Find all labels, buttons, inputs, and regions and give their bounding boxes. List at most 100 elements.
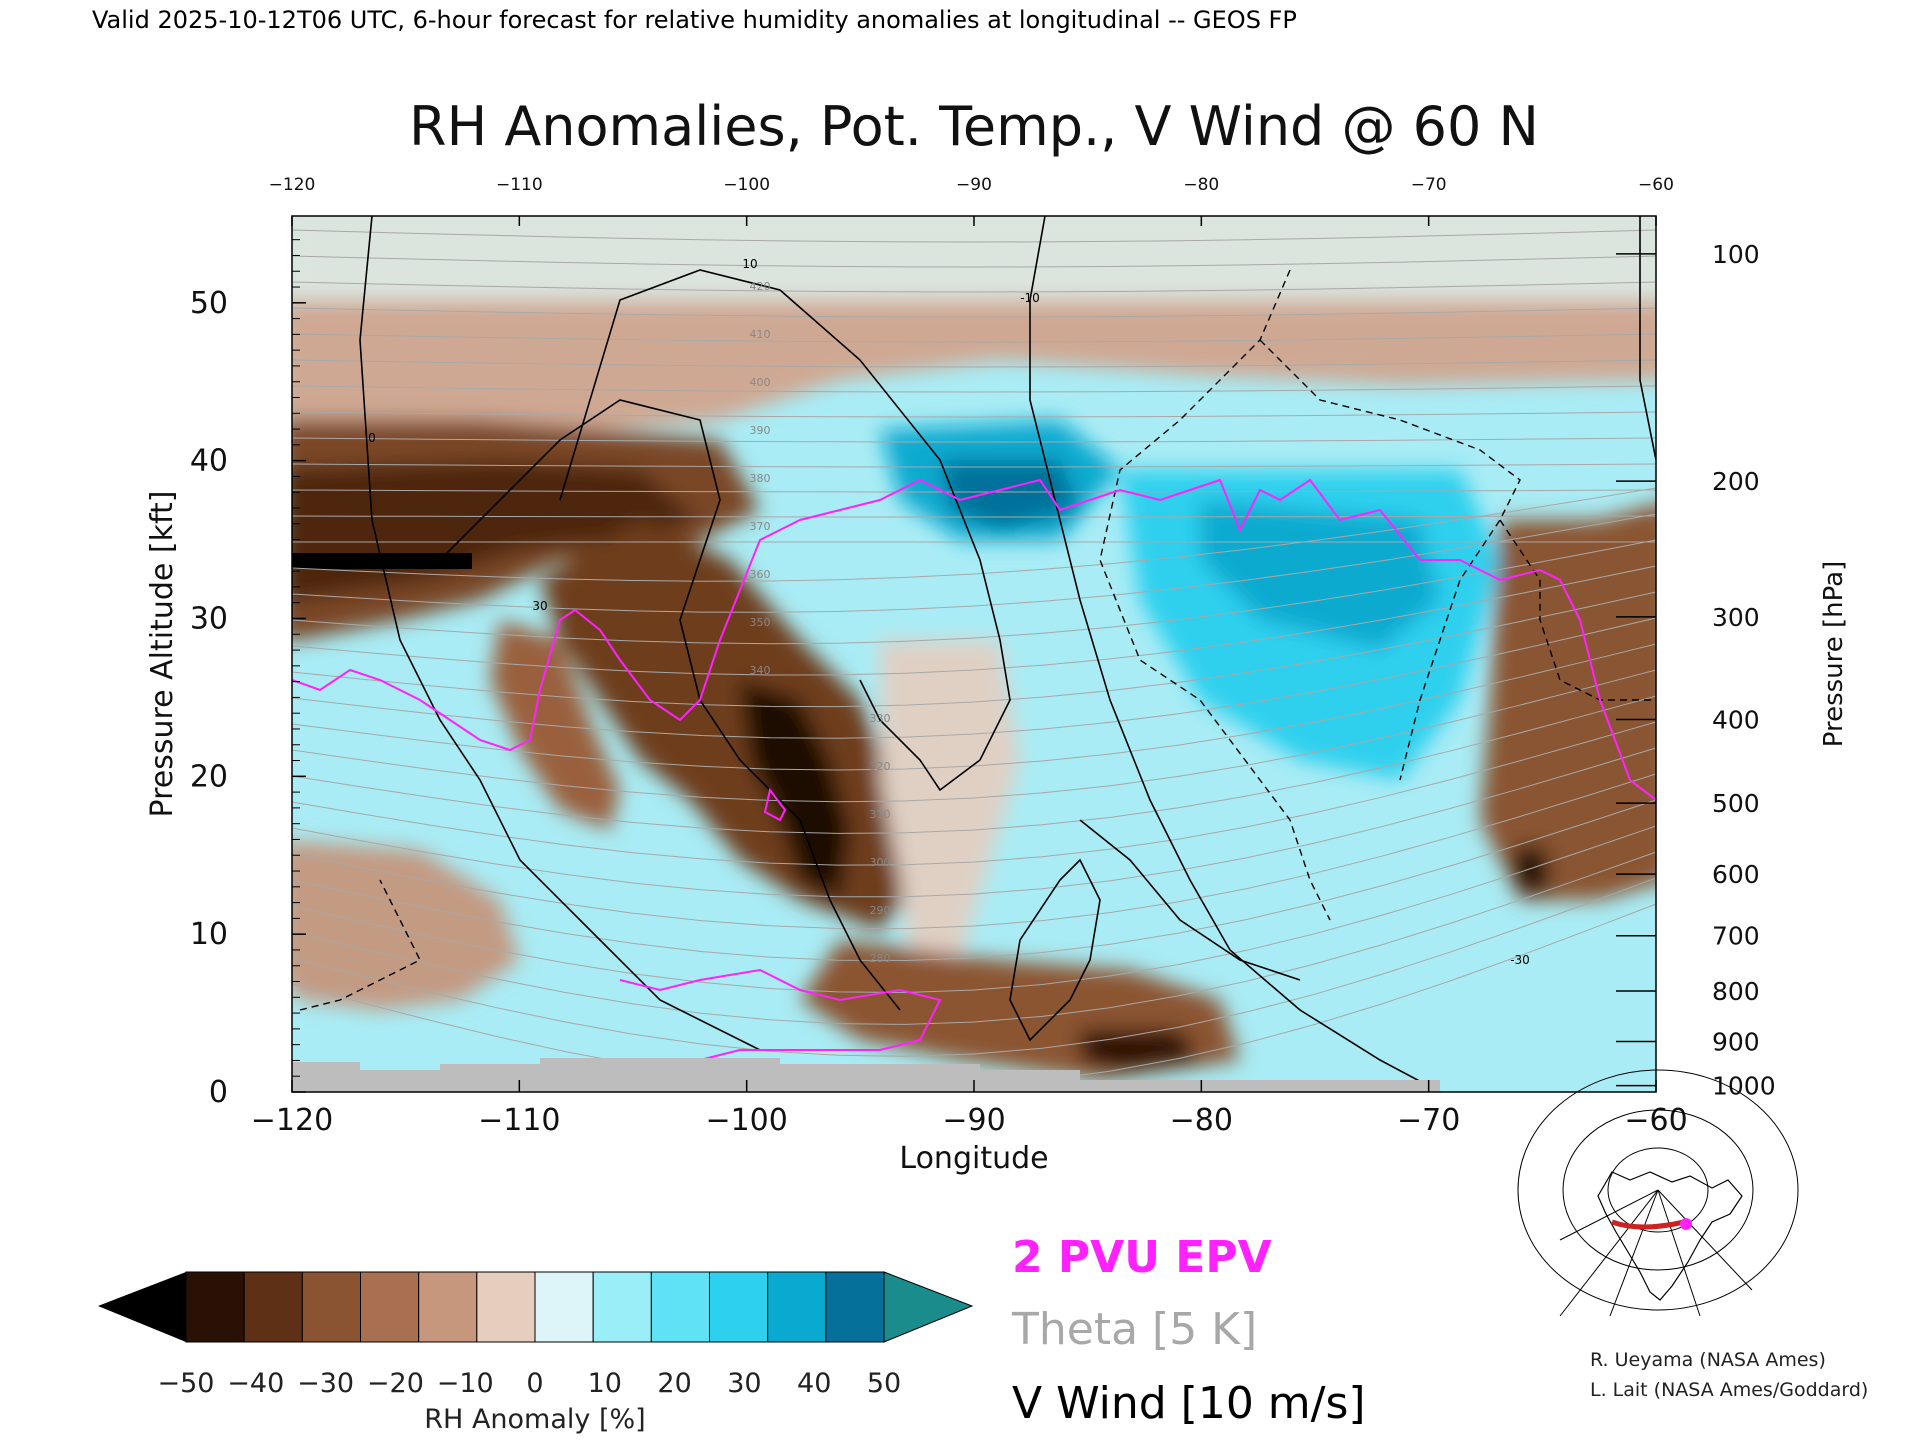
pressure-tick-label: 700	[1712, 922, 1760, 951]
theta-label: 300	[870, 856, 891, 869]
theta-contour	[292, 643, 1656, 771]
colorbar-tick-label: −30	[297, 1368, 354, 1399]
theta-contour	[292, 513, 1656, 613]
v-wind-contours	[359, 216, 1656, 1092]
colorbar-tick-label: 10	[588, 1368, 622, 1399]
pressure-axis: 100 200 300 400 500 600 700 800 900 1000	[1616, 240, 1776, 1101]
rh-right-moist-dark	[1200, 500, 1440, 650]
wind-contour-zero-left	[359, 216, 761, 1051]
colorbar-box	[185, 1271, 245, 1343]
theta-contour	[292, 489, 1656, 493]
theta-contour	[292, 851, 1656, 1025]
wind-contour-ten-left	[439, 399, 901, 1011]
theta-contour	[292, 799, 1656, 962]
theta-contour	[292, 385, 1656, 393]
wind-label: -10	[1020, 291, 1040, 305]
wind-neg-contour-far-right	[1499, 519, 1656, 701]
colorbar-box	[825, 1271, 885, 1343]
epv-contour-tropopause	[292, 478, 1656, 801]
locator-graticule	[1517, 1069, 1799, 1317]
x-tick-label: −120	[251, 1103, 333, 1138]
colorbar-high-arrow	[883, 1271, 974, 1343]
theta-contour	[292, 333, 1656, 343]
legend-epv: 2 PVU EPV	[1012, 1232, 1272, 1283]
locator-dot	[1680, 1218, 1692, 1230]
pressure-tick-label: 900	[1712, 1027, 1760, 1056]
theta-contour	[292, 747, 1656, 898]
wind-contour-right-edge	[1639, 216, 1656, 461]
plot-area	[292, 216, 1656, 1092]
colorbar-box	[418, 1271, 478, 1343]
rh-moist-core-dark	[940, 460, 1080, 530]
colorbar-box	[767, 1271, 827, 1343]
top-tick-label: −80	[1183, 175, 1219, 195]
x-axis-label: Longitude	[899, 1141, 1048, 1176]
locator-coastline	[1597, 1171, 1743, 1301]
theta-contour	[292, 307, 1656, 318]
pressure-tick-label: 200	[1712, 467, 1760, 496]
y-tick-label: 20	[190, 759, 228, 794]
pressure-tick-label: 300	[1712, 603, 1760, 632]
colorbar-box	[243, 1271, 303, 1343]
colorbar-tick-label: −50	[158, 1368, 215, 1399]
theta-contour	[292, 877, 1656, 1057]
y-axis: 0 10 20 30 40 50	[190, 239, 306, 1110]
theta-label: 290	[870, 904, 891, 917]
rh-anomaly-field	[292, 216, 1656, 1080]
x-tick-label: −110	[478, 1103, 560, 1138]
wind-neg-contour-lower-left	[299, 879, 421, 1011]
theta-contour	[292, 487, 1656, 582]
colorbar-box	[592, 1271, 652, 1343]
theta-labels: 420 410 400 390 380 370 360 350 340 330 320 310 300 2…	[750, 280, 891, 965]
y-tick-label: 50	[190, 286, 228, 321]
colorbar-tick-label: 50	[867, 1368, 901, 1399]
legend-wind: V Wind [10 m/s]	[1012, 1378, 1366, 1429]
colorbar-tick-labels: −50 −40 −30 −20 −10 0 10 20 30 40 50	[158, 1368, 902, 1399]
rh-right-dry	[1480, 504, 1656, 900]
theta-contour	[292, 229, 1656, 243]
top-tick-label: −110	[496, 175, 543, 195]
x-tick-label: −80	[1170, 1103, 1233, 1138]
colorbar-box	[650, 1271, 710, 1343]
theta-label: 400	[750, 376, 771, 389]
chart-title: RH Anomalies, Pot. Temp., V Wind @ 60 N	[409, 95, 1539, 158]
colorbar-tick-label: −20	[367, 1368, 424, 1399]
colorbar-low-arrow	[98, 1272, 186, 1342]
colorbar-box	[476, 1271, 536, 1343]
colorbar-tick-label: −10	[437, 1368, 494, 1399]
theta-contour	[292, 565, 1656, 676]
y-tick-label: 30	[190, 601, 228, 636]
rh-left-tilted-dry	[490, 620, 620, 830]
wind-label: 10	[742, 257, 757, 271]
theta-contour	[292, 411, 1656, 418]
wind-label: 30	[532, 599, 547, 613]
y-tick-label: 10	[190, 917, 228, 952]
pressure-axis-label: Pressure [hPa]	[1819, 561, 1849, 748]
colorbar: −50 −40 −30 −20 −10 0 10 20 30 40 50 RH Anomaly [%…	[98, 1271, 974, 1435]
theta-contour	[292, 515, 1656, 518]
theta-label: 310	[870, 808, 891, 821]
theta-label: 370	[750, 520, 771, 533]
ground-mask	[292, 1058, 1440, 1092]
colorbar-tick-label: −40	[227, 1368, 284, 1399]
colorbar-tick-label: 0	[526, 1368, 543, 1399]
colorbar-tick-label: 30	[727, 1368, 761, 1399]
rh-right-dry-core	[1510, 845, 1550, 895]
theta-label: 340	[750, 664, 771, 677]
theta-contour	[292, 359, 1656, 368]
theta-contour	[292, 617, 1656, 739]
wind-contour-zero-center	[1029, 216, 1441, 1092]
theta-contour	[292, 437, 1656, 443]
colorbar-tick-label: 40	[797, 1368, 831, 1399]
epv-contours	[292, 478, 1656, 1061]
theta-contour	[292, 721, 1656, 866]
wind-neg-contour-right-1	[1099, 269, 1331, 921]
wind-contour-lower-right	[1079, 819, 1301, 981]
top-tick-label: −70	[1411, 175, 1447, 195]
pressure-tick-label: 400	[1712, 706, 1760, 735]
y-axis-label: Pressure Altitude [kft]	[145, 491, 180, 818]
wind-labels: 10 0 -10 30 -30	[368, 257, 1530, 967]
pressure-tick-label: 1000	[1712, 1072, 1776, 1101]
theta-label: 330	[870, 712, 891, 725]
